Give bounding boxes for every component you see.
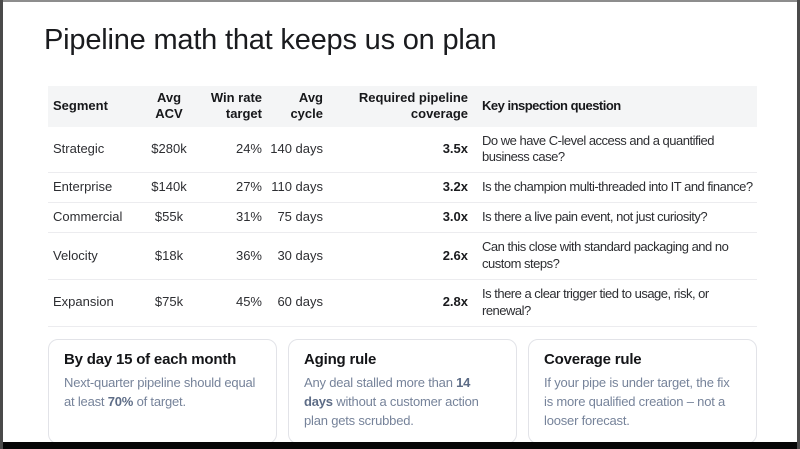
cell-required_pipeline_coverage: 3.0x bbox=[442, 209, 468, 225]
table-header: Segment Avg ACV Win rate target Avg cycle Re… bbox=[48, 86, 757, 127]
cell-required_pipeline_coverage: 3.5x bbox=[442, 140, 468, 156]
table-row: Expansion $75k 45% 60 days 2.8x Is there a cl… bbox=[48, 279, 757, 327]
cell-avg_cycle: 110 days bbox=[271, 179, 323, 195]
cell-win_rate_target: 24% bbox=[235, 140, 262, 156]
column-header-required_pipeline_coverage: Required pipeline coverage bbox=[358, 90, 468, 122]
cell-win_rate_target: 31% bbox=[235, 209, 262, 225]
cell-segment: Strategic bbox=[53, 140, 105, 156]
table-header-row: Segment Avg ACV Win rate target Avg cycle Re… bbox=[48, 86, 757, 127]
cell-avg_cycle: 30 days bbox=[277, 247, 323, 263]
cell-avg_acv: $55k bbox=[154, 209, 184, 225]
cell-win_rate_target: 45% bbox=[235, 294, 262, 310]
column-header-win_rate_target: Win rate target bbox=[210, 90, 262, 122]
cell-win_rate_target: 27% bbox=[235, 179, 262, 195]
cell-required_pipeline_coverage: 2.8x bbox=[442, 294, 468, 310]
cell-avg_acv: $280k bbox=[151, 140, 187, 156]
cell-required_pipeline_coverage: 2.6x bbox=[442, 247, 468, 263]
table-row: Strategic $280k 24% 140 days 3.5x Do we have … bbox=[48, 127, 757, 173]
cell-key_inspection_question: Do we have C-level access and a quantifi… bbox=[482, 132, 714, 165]
column-header-avg_cycle: Avg cycle bbox=[290, 90, 323, 122]
column-header-avg_acv: Avg ACV bbox=[155, 90, 183, 122]
cell-avg_acv: $75k bbox=[154, 294, 184, 310]
rule-card-title: By day 15 of each month bbox=[64, 351, 237, 368]
rule-card-body: If your pipe is under target, the fix is… bbox=[544, 375, 730, 428]
column-header-key_inspection_question: Key inspection question bbox=[482, 98, 621, 114]
pipeline-metrics-table: Segment Avg ACV Win rate target Avg cycle Re… bbox=[48, 86, 757, 327]
table-body: Strategic $280k 24% 140 days 3.5x Do we have … bbox=[48, 127, 757, 327]
table-row: Velocity $18k 36% 30 days 2.6x Can this close… bbox=[48, 233, 757, 280]
cell-key_inspection_question: Is there a live pain event, not just cur… bbox=[482, 209, 708, 225]
table-row: Enterprise $140k 27% 110 days 3.2x Is the cha… bbox=[48, 173, 757, 203]
rule-card-title: Coverage rule bbox=[544, 351, 642, 368]
rule-card-body: Next-quarter pipeline should equal at le… bbox=[64, 375, 256, 409]
rule-card-3: Coverage rule If your pipe is under targe… bbox=[528, 339, 757, 442]
cell-avg_cycle: 60 days bbox=[277, 294, 323, 310]
cell-avg_cycle: 140 days bbox=[270, 140, 323, 156]
cell-segment: Enterprise bbox=[53, 179, 113, 195]
table-row: Commercial $55k 31% 75 days 3.0x Is there a l… bbox=[48, 203, 757, 233]
cell-segment: Commercial bbox=[53, 209, 123, 225]
rule-card-1: By day 15 of each month Next-quarter pipe… bbox=[48, 339, 277, 442]
cell-key_inspection_question: Is there a clear trigger tied to usage, … bbox=[482, 285, 709, 318]
cell-segment: Expansion bbox=[53, 294, 114, 310]
slide-title: Pipeline math that keeps us on plan bbox=[44, 24, 497, 56]
cell-segment: Velocity bbox=[53, 247, 98, 263]
cell-key_inspection_question: Can this close with standard packaging a… bbox=[482, 239, 729, 271]
rules-cards: By day 15 of each month Next-quarter pipe… bbox=[48, 339, 757, 442]
column-header-segment: Segment bbox=[53, 98, 108, 114]
rule-card-title: Aging rule bbox=[304, 351, 377, 368]
cell-avg_acv: $140k bbox=[151, 179, 187, 195]
cell-win_rate_target: 36% bbox=[235, 247, 262, 263]
cell-key_inspection_question: Is the champion multi-threaded into IT a… bbox=[482, 179, 753, 195]
slide: Pipeline math that keeps us on plan Segm… bbox=[3, 2, 797, 442]
rule-card-body: Any deal stalled more than 14 days witho… bbox=[304, 375, 479, 428]
rule-card-2: Aging rule Any deal stalled more than 14 … bbox=[288, 339, 517, 442]
cell-required_pipeline_coverage: 3.2x bbox=[442, 179, 468, 195]
cell-avg_acv: $18k bbox=[154, 247, 184, 263]
cell-avg_cycle: 75 days bbox=[277, 209, 323, 225]
